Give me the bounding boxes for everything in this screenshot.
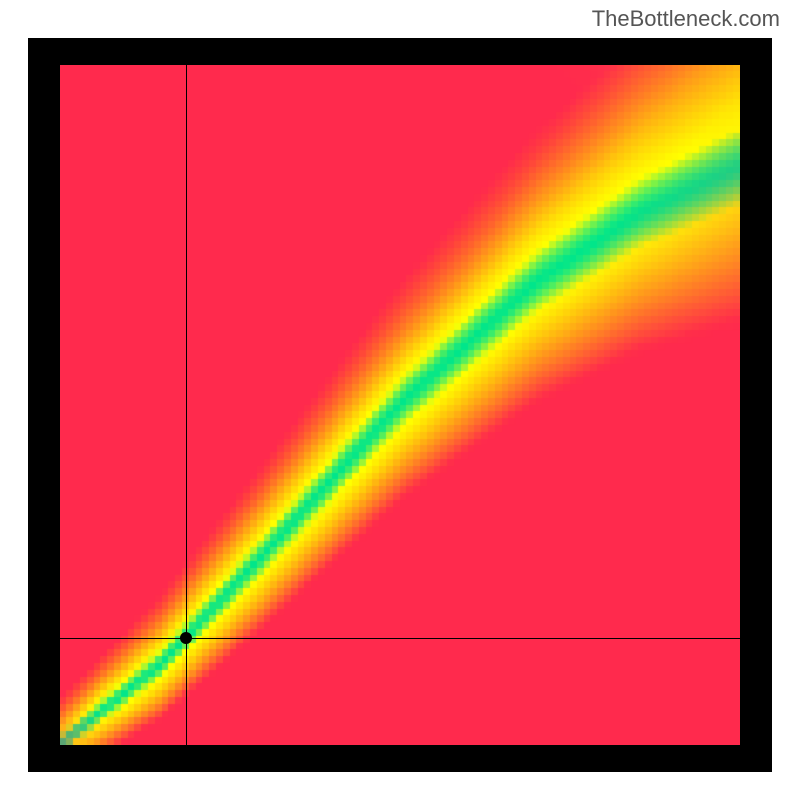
crosshair-horizontal xyxy=(60,638,740,639)
bottleneck-heatmap xyxy=(60,65,740,745)
marker-point xyxy=(180,632,192,644)
attribution-label: TheBottleneck.com xyxy=(592,6,780,32)
chart-container: TheBottleneck.com xyxy=(0,0,800,800)
